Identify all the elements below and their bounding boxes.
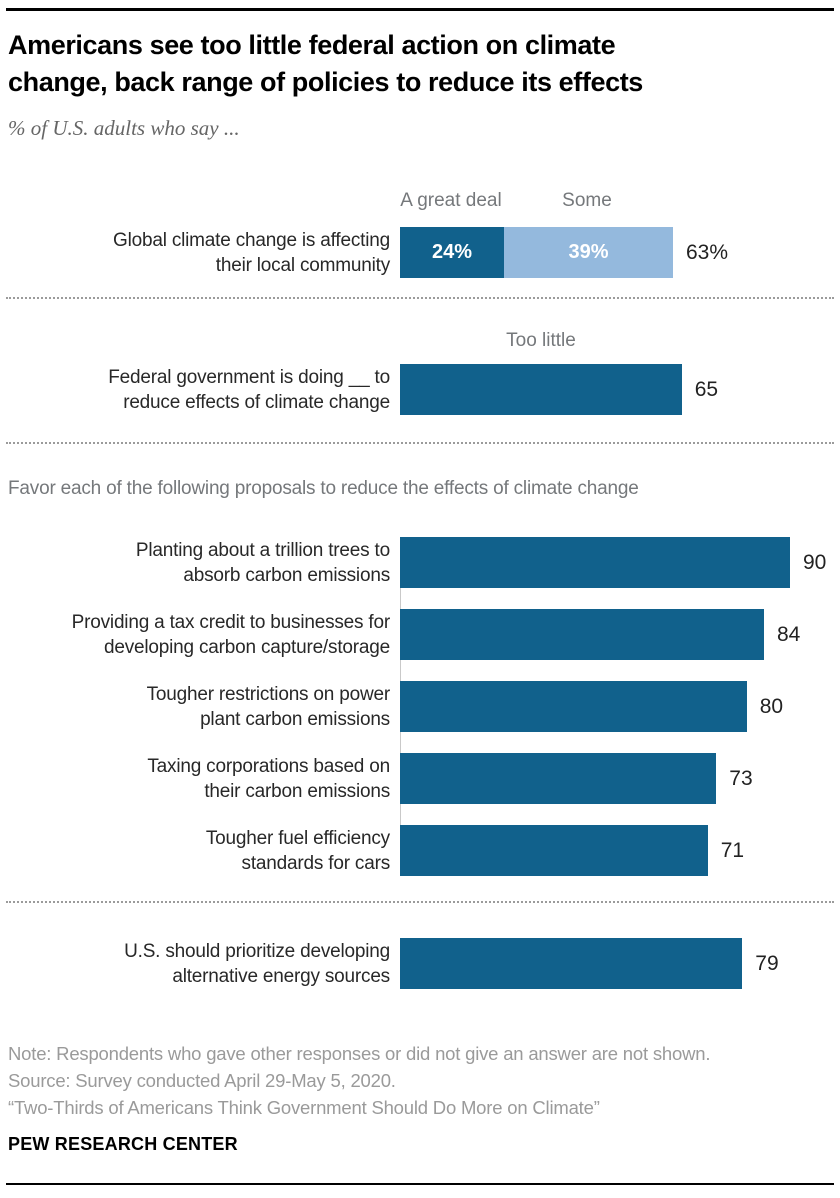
favor-bar-tax-credit (400, 609, 764, 660)
favor-bar-fuel-efficiency (400, 825, 708, 876)
favor-bar-trees (400, 537, 790, 588)
bar-segment-a-great-deal: 24% (400, 227, 504, 278)
favor-label-taxing-corporations-line-2: their carbon emissions (204, 780, 390, 802)
favor-label-tax-credit-line-2: developing carbon capture/storage (104, 636, 390, 658)
segment-value-some: 39% (568, 241, 609, 263)
community-stacked-bar: 24% 39% (400, 227, 673, 278)
favor-row-tax-credit: Providing a tax credit to businesses for… (0, 609, 840, 660)
favor-label-power-plant: Tougher restrictions on power plant carb… (0, 682, 391, 732)
favor-label-fuel-efficiency-line-1: Tougher fuel efficiency (205, 827, 390, 849)
favor-row-taxing-corporations: Taxing corporations based on their carbo… (0, 753, 840, 804)
favor-value-power-plant: 80 (759, 694, 784, 718)
favor-value-tax-credit: 84 (777, 622, 801, 646)
page-title-line-1: Americans see too little federal action … (8, 30, 616, 60)
pew-research-center-wordmark: PEW RESEARCH CENTER (8, 1134, 238, 1154)
favor-label-tax-credit-line-1: Providing a tax credit to businesses for (71, 611, 391, 633)
alternative-bar (400, 938, 743, 989)
alternative-value: 79 (755, 951, 779, 975)
alternative-label: U.S. should prioritize developing altern… (0, 939, 390, 989)
legend-some: Some (562, 190, 612, 211)
alternative-row: U.S. should prioritize developing altern… (0, 938, 840, 989)
favor-bar-power-plant (400, 681, 747, 732)
section-divider-1 (6, 297, 834, 299)
segment-value-a-great-deal: 24% (431, 241, 473, 263)
federal-bar (400, 364, 682, 415)
footer-note-line: Note: Respondents who gave other respons… (8, 1043, 711, 1064)
favor-value-trees: 90 (803, 550, 827, 574)
bar-segment-some: 39% (504, 227, 673, 278)
favor-label-power-plant-line-2: plant carbon emissions (200, 708, 390, 730)
federal-label: Federal government is doing __ to reduce… (0, 365, 390, 415)
favor-row-fuel-efficiency: Tougher fuel efficiency standards for ca… (0, 825, 840, 876)
section-divider-2 (6, 442, 834, 444)
favor-value-taxing-corporations: 73 (729, 766, 753, 790)
footer-source-line: Source: Survey conducted April 29-May 5,… (8, 1070, 396, 1091)
section-divider-3 (6, 901, 834, 903)
favor-label-trees: Planting about a trillion trees to absor… (0, 538, 390, 588)
favor-label-trees-line-1: Planting about a trillion trees to (135, 539, 390, 561)
favor-label-power-plant-line-1: Tougher restrictions on power (146, 683, 391, 705)
footer-notes: Note: Respondents who gave other respons… (8, 1040, 710, 1121)
favor-label-taxing-corporations-line-1: Taxing corporations based on (147, 755, 390, 777)
favor-value-fuel-efficiency: 71 (720, 838, 745, 862)
community-label: Global climate change is affecting their… (0, 228, 390, 278)
top-rule (6, 8, 834, 11)
federal-label-line-1: Federal government is doing __ to (108, 366, 390, 388)
favor-label-taxing-corporations: Taxing corporations based on their carbo… (0, 754, 390, 804)
alternative-label-line-1: U.S. should prioritize developing (124, 940, 390, 962)
header-too-little: Too little (506, 330, 576, 351)
alternative-label-line-2: alternative energy sources (172, 965, 390, 987)
page-title: Americans see too little federal action … (8, 27, 818, 101)
favor-prompt: Favor each of the following proposals to… (8, 478, 639, 499)
favor-label-trees-line-2: absorb carbon emissions (183, 564, 390, 586)
favor-row-trees: Planting about a trillion trees to absor… (0, 537, 840, 588)
favor-label-tax-credit: Providing a tax credit to businesses for… (0, 610, 391, 660)
federal-label-line-2: reduce effects of climate change (123, 391, 390, 413)
favor-row-power-plant: Tougher restrictions on power plant carb… (0, 681, 840, 732)
favor-label-fuel-efficiency-line-2: standards for cars (241, 852, 391, 874)
federal-value: 65 (694, 377, 719, 401)
community-total-value: 63% (686, 240, 729, 264)
community-row: Global climate change is affecting their… (0, 227, 840, 278)
favor-label-fuel-efficiency: Tougher fuel efficiency standards for ca… (0, 826, 390, 876)
bottom-rule (6, 1183, 834, 1185)
chart-subtitle: % of U.S. adults who say ... (8, 116, 240, 140)
page-title-line-2: change, back range of policies to reduce… (8, 67, 643, 97)
favor-bar-taxing-corporations (400, 753, 717, 804)
footer-report-title: “Two-Thirds of Americans Think Governmen… (8, 1097, 600, 1118)
federal-row: Federal government is doing __ to reduce… (0, 364, 840, 415)
community-label-line-2: their local community (215, 254, 390, 276)
community-label-line-1: Global climate change is affecting (113, 229, 390, 251)
legend-a-great-deal: A great deal (400, 190, 502, 211)
